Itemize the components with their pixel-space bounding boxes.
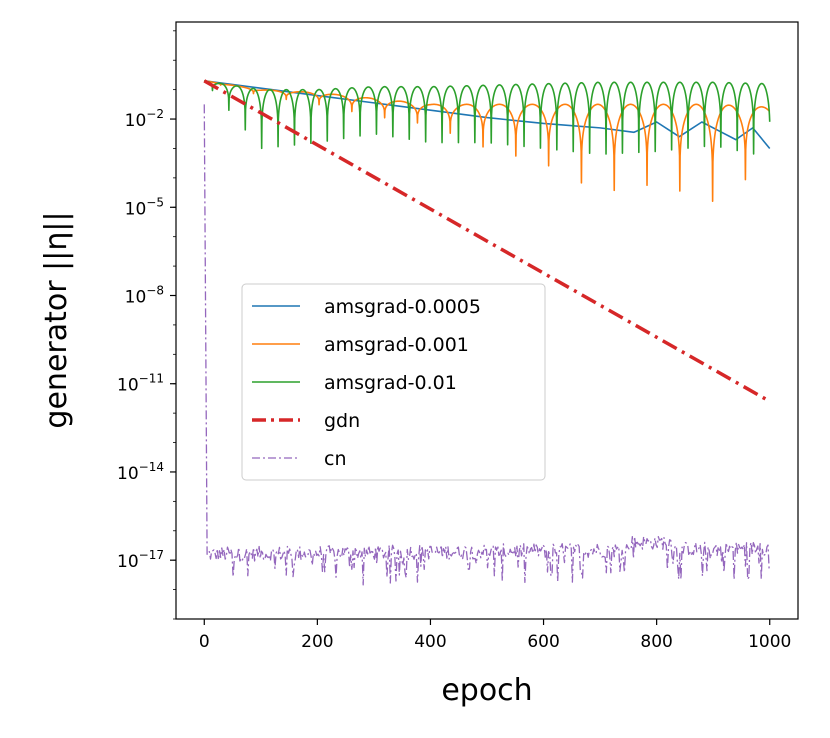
x-tick-label: 1000 bbox=[748, 632, 791, 652]
plot-frame bbox=[175, 21, 799, 620]
series-line-cn bbox=[203, 104, 770, 586]
legend-label: amsgrad-0.0005 bbox=[324, 296, 481, 318]
y-tick-label: 10−5 bbox=[125, 195, 164, 219]
x-axis: 0 200 400 600 800 1000 bbox=[199, 619, 791, 652]
y-tick-label: 10−11 bbox=[117, 372, 164, 396]
legend-label: amsgrad-0.01 bbox=[324, 372, 457, 394]
series-line-gdn bbox=[203, 79, 771, 403]
x-tick-label: 400 bbox=[414, 632, 446, 652]
y-tick-label: 10−8 bbox=[125, 284, 164, 308]
series-line-amsgrad-0-01 bbox=[203, 80, 771, 155]
legend-label: amsgrad-0.001 bbox=[324, 334, 469, 356]
x-tick-label: 800 bbox=[640, 632, 672, 652]
y-tick-label: 10−14 bbox=[117, 460, 164, 484]
series-line-amsgrad-0-001 bbox=[203, 80, 771, 202]
series-layer bbox=[203, 79, 771, 586]
x-tick-label: 600 bbox=[527, 632, 559, 652]
y-axis: 10−2 10−5 10−8 10−11 10−14 10−17 bbox=[117, 30, 176, 620]
legend-box bbox=[241, 283, 546, 481]
legend-label: gdn bbox=[324, 410, 360, 432]
x-tick-label: 200 bbox=[301, 632, 333, 652]
y-axis-title: generator ||η|| bbox=[39, 211, 74, 428]
x-tick-label: 0 bbox=[199, 632, 210, 652]
legend: amsgrad-0.0005 amsgrad-0.001 amsgrad-0.01 g… bbox=[241, 283, 546, 481]
y-tick-label: 10−2 bbox=[125, 107, 164, 131]
x-axis-title: epoch bbox=[441, 673, 532, 708]
y-tick-label: 10−17 bbox=[117, 548, 164, 572]
legend-label: cn bbox=[324, 448, 347, 470]
